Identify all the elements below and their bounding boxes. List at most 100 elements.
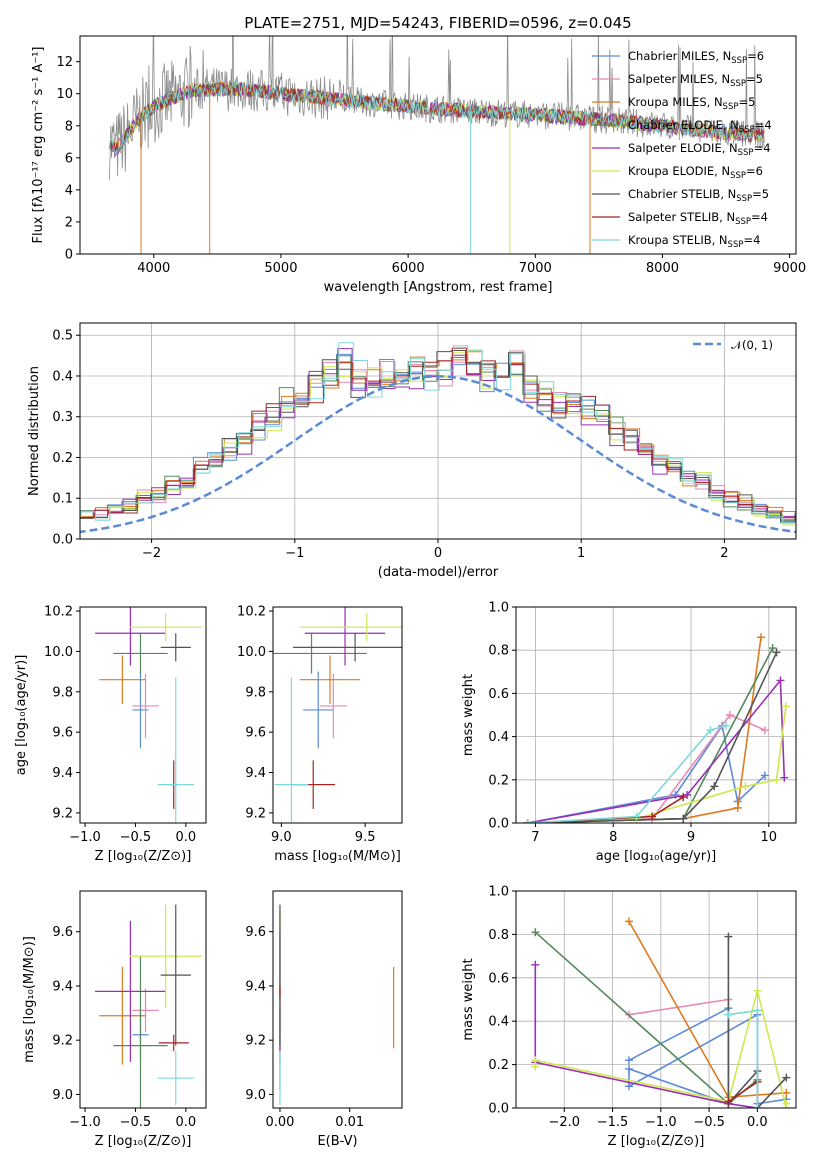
weight-series-line [527, 637, 762, 823]
y-tick-label: 0.5 [52, 329, 73, 344]
weight-point-marker [782, 1088, 791, 1097]
y-tick-label: 0.6 [488, 687, 509, 702]
y-tick-label: 10.0 [44, 645, 73, 660]
weight-point-marker [648, 812, 657, 821]
x-tick-label: 7 [531, 830, 539, 845]
weight-point-marker [706, 726, 715, 735]
x-axis-label: (data-model)/error [378, 565, 499, 580]
weight-point-marker [741, 782, 750, 791]
x-axis-label: E(B-V) [317, 1134, 357, 1149]
y-tick-label: 9.2 [245, 1034, 266, 1049]
histogram-series [80, 347, 796, 524]
error-bars [273, 607, 402, 823]
weight-series-line [628, 1006, 787, 1105]
x-tick-label: 2 [720, 546, 728, 561]
y-tick-label: 9.2 [52, 1034, 73, 1049]
weight-point-marker [624, 1064, 633, 1073]
y-tick-label: 9.6 [52, 925, 73, 940]
model-fit-line [108, 81, 765, 152]
x-axis-label: age [log₁₀(age/yr)] [596, 849, 717, 864]
chart-title: PLATE=2751, MJD=54243, FIBERID=0596, z=0… [244, 14, 631, 32]
x-tick-label: −0.5 [120, 830, 152, 845]
y-axis-label: mass weight [461, 674, 476, 756]
spectrum-lines [108, 36, 765, 254]
weight-point-marker [753, 1006, 762, 1015]
y-axis-label: mass weight [461, 958, 476, 1040]
x-tick-label: 10 [761, 830, 778, 845]
y-tick-label: 9.4 [52, 766, 73, 781]
weight-series-line [534, 964, 758, 1108]
y-tick-label: 0 [65, 248, 73, 263]
weight-point-marker [772, 648, 781, 657]
weight-point-marker [624, 1056, 633, 1065]
weight-point-marker [531, 928, 540, 937]
axes-frame [79, 35, 797, 255]
weight-series-line [527, 725, 727, 823]
y-tick-label: 10.2 [44, 605, 73, 620]
axes-frame [272, 890, 403, 1109]
x-tick-label: 0.01 [335, 1115, 364, 1130]
x-tick-label: −0.5 [120, 1115, 152, 1130]
y-axis-label: Flux [fλ10⁻¹⁷ erg cm⁻² s⁻¹ A⁻¹] [31, 47, 46, 244]
weight-point-marker [679, 793, 688, 802]
weight-series-line [728, 1009, 759, 1108]
y-tick-label: 9.0 [52, 1088, 73, 1103]
weight-point-marker [733, 803, 742, 812]
y-tick-label: 9.8 [52, 685, 73, 700]
y-axis-label: age [log₁₀(age/yr)] [14, 655, 29, 776]
x-tick-label: 8000 [646, 261, 679, 276]
x-tick-label: 9 [687, 830, 695, 845]
legend-label: Kroupa STELIB, NSSP=4 [628, 233, 760, 250]
weight-point-marker [760, 771, 769, 780]
x-tick-label: 8 [609, 830, 617, 845]
weight-point-marker [531, 960, 540, 969]
x-tick-label: 0.0 [175, 1115, 196, 1130]
weight-point-marker [782, 1099, 791, 1108]
y-tick-label: 6 [65, 151, 73, 166]
weight-point-marker [632, 812, 641, 821]
x-tick-label: 9.0 [271, 830, 292, 845]
y-axis-label: mass [log₁₀(M/M⊙)] [22, 936, 37, 1063]
y-tick-label: 4 [65, 183, 73, 198]
weight-vs-metallicity-panel: −2.0 −1.5 −1.0 −0.5 0.0 0.0 0.2 0.4 0.6 0.8 1.0 Z [… [461, 885, 797, 1149]
weight-point-marker [760, 726, 769, 735]
weight-point-marker [624, 1082, 633, 1091]
weight-point-marker [523, 819, 532, 823]
y-tick-label: 0.4 [52, 369, 73, 384]
legend-label: Chabrier STELIB, NSSP=5 [628, 187, 769, 204]
y-tick-label: 0.2 [52, 451, 73, 466]
x-tick-label: 7000 [519, 261, 552, 276]
y-tick-label: 9.2 [52, 806, 73, 821]
normal-pdf-curve [80, 375, 796, 534]
weight-lines [531, 917, 791, 1108]
weight-point-marker [725, 711, 734, 719]
legend-label: Salpeter MILES, NSSP=5 [628, 72, 763, 89]
x-tick-label: 5000 [264, 261, 297, 276]
weight-lines [523, 633, 790, 823]
x-tick-label: 6000 [392, 261, 425, 276]
weight-point-marker [724, 1010, 733, 1019]
axes-frame [515, 890, 797, 1109]
legend-label: 𝒩(0, 1) [731, 338, 773, 352]
weight-point-marker [781, 702, 790, 711]
x-tick-label: 0.0 [747, 1115, 768, 1130]
error-bars [95, 904, 202, 1108]
legend-label: Salpeter ELODIE, NSSP=4 [628, 141, 771, 158]
axes-frame [79, 606, 207, 824]
weight-point-marker [753, 986, 762, 995]
weight-point-marker [531, 1056, 540, 1065]
age-vs-mass-panel: 9.0 9.5 9.2 9.4 9.6 9.8 10.0 10.2 mass [log₁₀(M/… [237, 605, 403, 864]
y-tick-label: 8 [65, 119, 73, 134]
weight-series-line [527, 706, 787, 823]
legend-label: Chabrier MILES, NSSP=6 [628, 49, 764, 66]
legend-label: Kroupa ELODIE, NSSP=6 [628, 164, 763, 181]
x-tick-label: −1.0 [645, 1115, 677, 1130]
y-tick-label: 12 [56, 55, 73, 70]
observed-spectrum-line [108, 36, 765, 181]
y-tick-label: 0.3 [52, 410, 73, 425]
y-tick-label: 9.4 [245, 766, 266, 781]
weight-point-marker [768, 644, 777, 653]
age-vs-metallicity-panel: −1.0 −0.5 0.0 9.2 9.4 9.6 9.8 10.0 10.2 Z [log₁₀(… [14, 605, 207, 864]
y-tick-label: 0.6 [488, 971, 509, 986]
weight-point-marker [772, 775, 781, 784]
